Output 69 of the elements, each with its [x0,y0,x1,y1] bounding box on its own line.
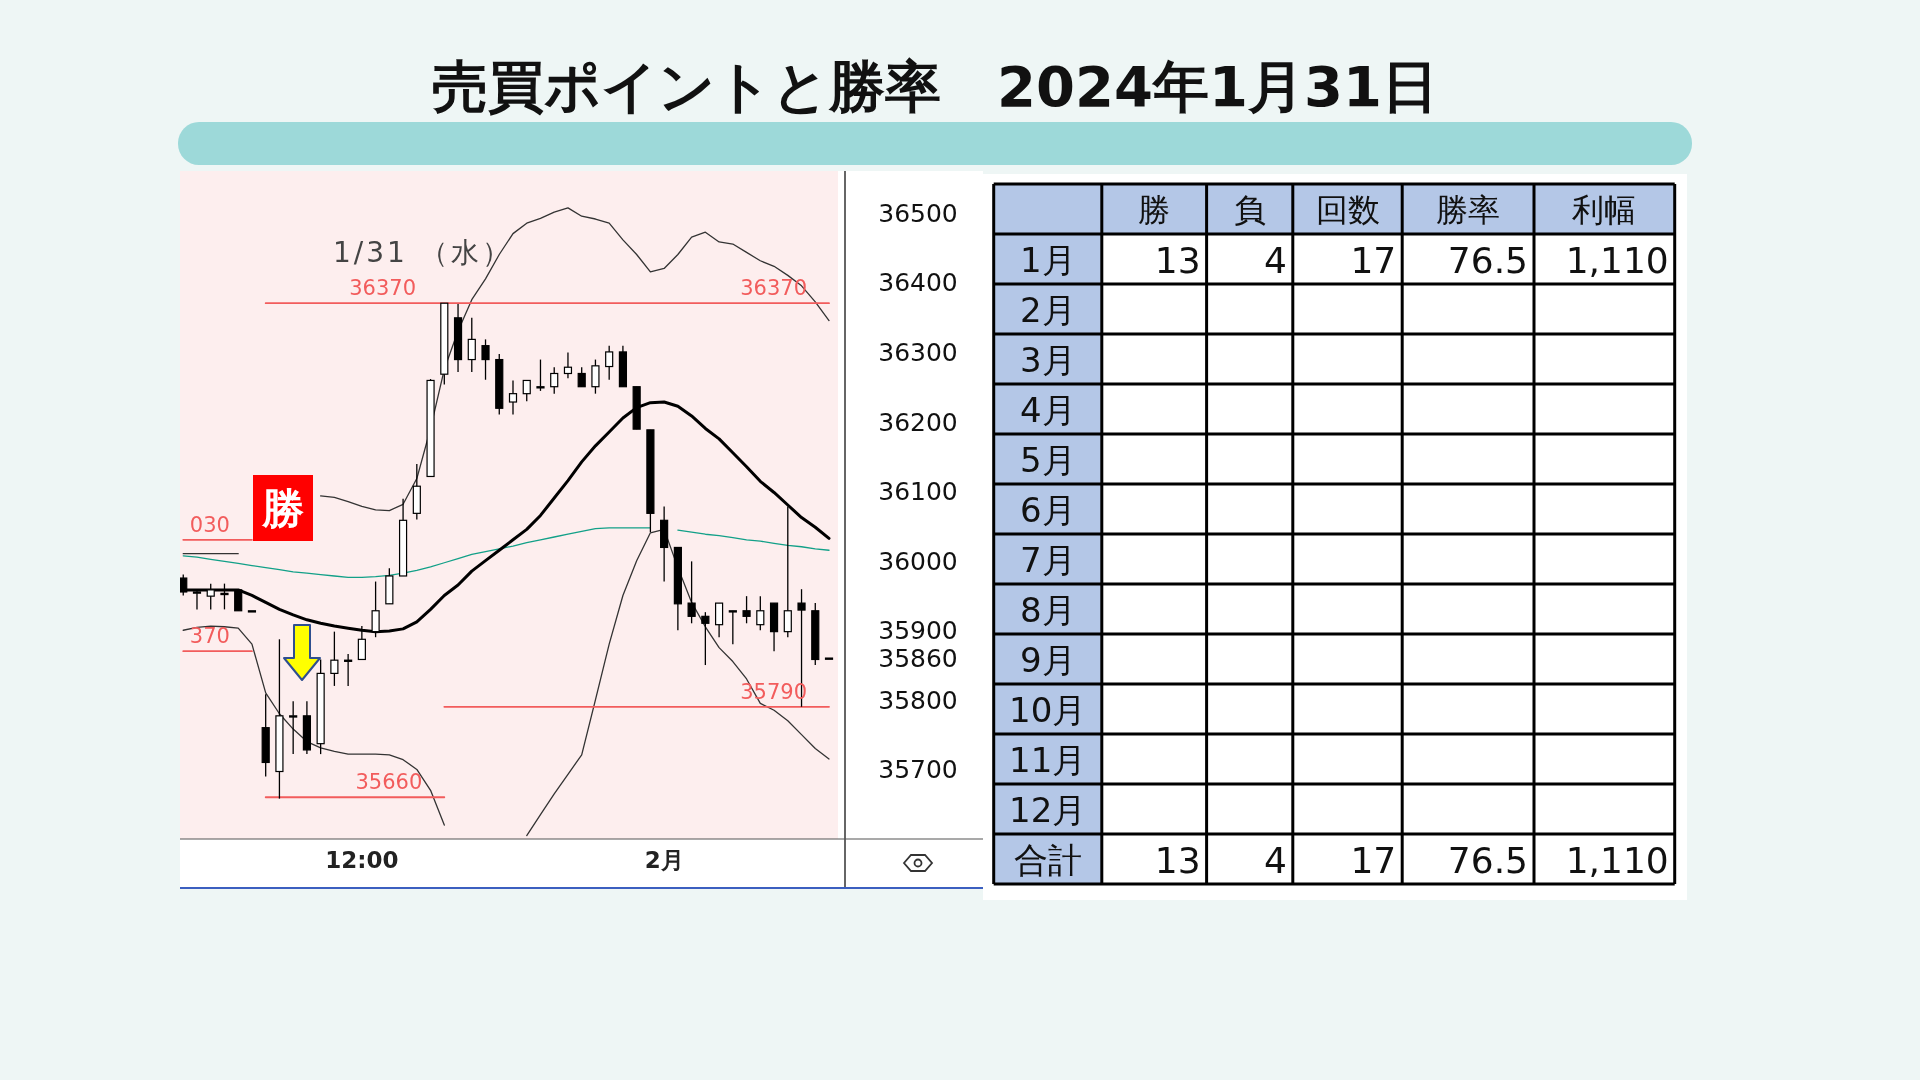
data-label: 13 [1154,240,1201,281]
candlestick [563,351,573,380]
y-tick-label: 10月 [1009,690,1087,730]
candlestick [701,611,710,666]
candlestick [330,630,339,687]
x-tick-label: 12:00 [325,847,399,873]
y-tick-label: 35800 [878,685,958,715]
candlestick [206,582,215,611]
y-tick-label: 35700 [878,755,958,785]
x-tick-label: 勝率 [1436,191,1501,229]
y-tick-label: 11月 [1009,740,1087,780]
y-tick-label: 7月 [1019,540,1076,580]
candlestick [508,379,518,416]
candlestick [687,560,696,624]
data-label: 76.5 [1447,240,1528,281]
x-tick-label: 負 [1233,191,1266,229]
candlestick [742,595,751,624]
annotation: 1/31 （水） [333,236,513,269]
y-tick-label: 36000 [878,546,958,576]
y-tick-label: 36300 [878,337,958,367]
series-label: 370 [189,624,230,649]
y-tick-label: 35900 [878,616,958,646]
candlestick [550,366,559,395]
candlestick [715,602,724,638]
candlestick [591,358,600,395]
y-tick-label: 1月 [1019,240,1076,280]
y-tick-label: 36200 [878,407,958,437]
data-label: 4 [1263,240,1287,281]
candlestick [467,317,476,373]
data-label: 76.5 [1447,840,1528,881]
series-label: 36370 [740,276,808,301]
y-tick-label: 36500 [878,198,958,228]
data-label: 1,110 [1565,240,1669,281]
x-tick-label: 回数 [1315,191,1380,229]
candlestick [220,582,229,611]
series-label: 030 [189,512,230,537]
y-tick-label: 5月 [1019,440,1076,480]
candlestick [234,589,243,612]
candlestick [756,595,765,631]
candlestick [728,610,737,645]
candlestick [522,379,531,402]
data-label: 13 [1154,840,1201,881]
candlestick [481,338,490,381]
y-tick-label: 4月 [1019,390,1076,430]
y-tick-label: 合計 [1013,840,1082,880]
y-tick-label: 36400 [878,268,958,298]
data-label: 17 [1350,840,1397,881]
y-tick-label: 6月 [1019,490,1076,530]
candlestick [192,589,202,611]
y-tick-label: 2月 [1019,290,1076,330]
annotation: 勝 [261,484,304,533]
y-tick-label: 9月 [1019,640,1076,680]
data-label: 17 [1350,240,1397,281]
y-tick-label: 12月 [1009,790,1087,830]
x-tick-label: 利幅 [1572,191,1637,229]
annotation: 36370 [349,276,416,300]
series-label: 35660 [355,770,423,795]
candlestick [577,366,586,388]
chart-title: 売買ポイントと勝率 2024年1月31日 [432,54,1438,119]
x-tick-label: 勝 [1138,191,1171,229]
y-tick-label: 35860 [878,644,958,674]
y-tick-label: 3月 [1019,340,1076,380]
data-label: 1,110 [1565,840,1669,881]
y-tick-label: 8月 [1019,590,1076,630]
candlestick [605,345,614,381]
data-label: 4 [1263,840,1287,881]
candlestick [289,700,298,755]
y-tick-label: 36100 [878,477,958,507]
candlestick [536,358,545,392]
